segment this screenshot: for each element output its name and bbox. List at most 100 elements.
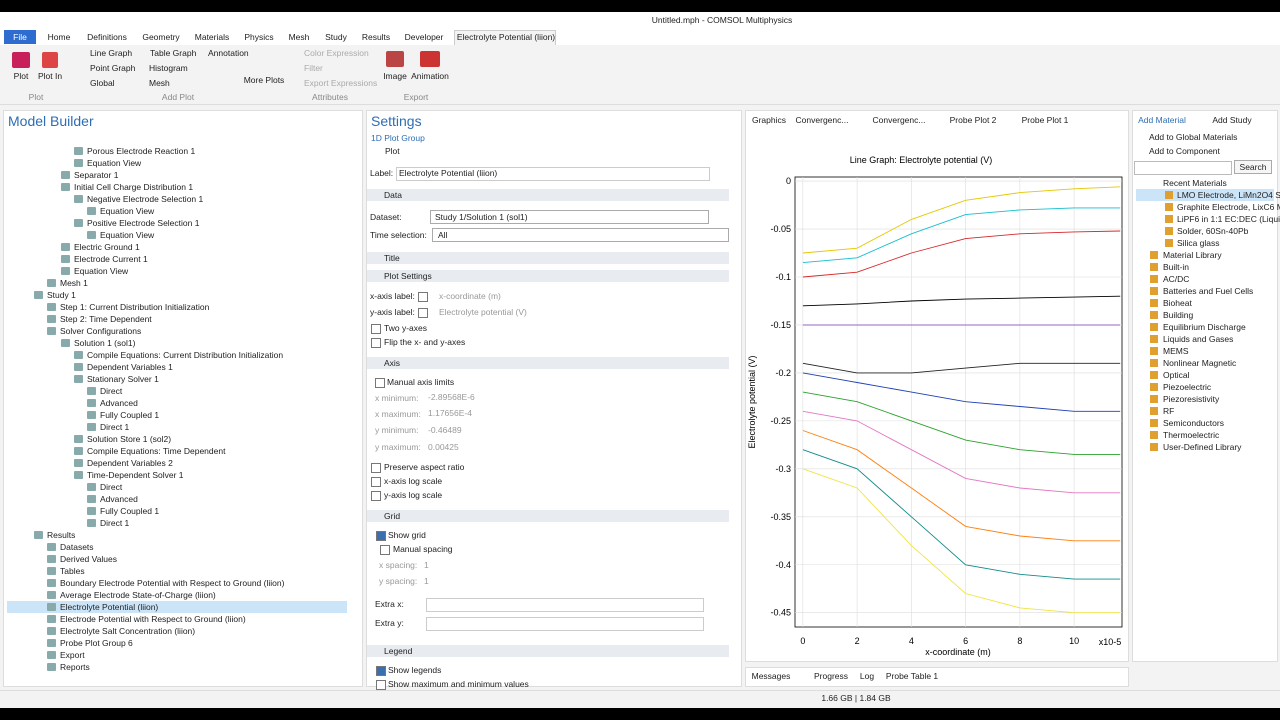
tree-item[interactable]: LiPF6 in 1:1 EC:DEC (Liquid xyxy=(1177,214,1280,224)
tree-item[interactable]: Equation View xyxy=(87,158,142,168)
tree-item[interactable]: Mesh 1 xyxy=(60,278,88,288)
search-label[interactable]: Search xyxy=(1239,162,1267,172)
tree-item[interactable]: Direct 1 xyxy=(100,422,130,432)
tree-item[interactable]: Building xyxy=(1163,310,1194,320)
menu-tab[interactable]: Materials xyxy=(194,32,230,42)
tree-item[interactable]: Direct 1 xyxy=(100,518,130,528)
bottom-tab[interactable]: Progress xyxy=(813,671,849,681)
tree-item[interactable]: Silica glass xyxy=(1177,238,1220,248)
selected-row[interactable] xyxy=(7,601,347,613)
tree-item[interactable]: MEMS xyxy=(1163,346,1189,356)
tree-item[interactable]: Solution 1 (sol1) xyxy=(74,338,136,348)
tree-item[interactable]: Electrolyte Salt Concentration (liion) xyxy=(60,626,196,636)
tree-item[interactable]: Reports xyxy=(60,662,90,672)
section-header[interactable]: Grid xyxy=(384,511,401,521)
section-header[interactable]: Legend xyxy=(384,646,413,656)
tree-item[interactable]: Equation View xyxy=(100,206,155,216)
ribbon-button[interactable]: More Plots xyxy=(243,75,285,85)
tree-item[interactable]: Compile Equations: Current Distribution … xyxy=(87,350,284,360)
tree-item[interactable]: RF xyxy=(1163,406,1175,416)
tree-item[interactable]: Material Library xyxy=(1163,250,1222,260)
tree-item[interactable]: Tables xyxy=(60,566,85,576)
menu-tab[interactable]: Physics xyxy=(244,32,274,42)
tree-item[interactable]: Initial Cell Charge Distribution 1 xyxy=(74,182,194,192)
graphics-tab[interactable]: Probe Plot 1 xyxy=(1021,115,1069,125)
tree-item[interactable]: Probe Plot Group 6 xyxy=(60,638,133,648)
tree-item[interactable]: Average Electrode State-of-Charge (liion… xyxy=(60,590,216,600)
section-header[interactable]: Plot Settings xyxy=(384,271,432,281)
tree-item[interactable]: Stationary Solver 1 xyxy=(87,374,159,384)
tree-item[interactable]: Direct xyxy=(100,386,123,396)
search-button[interactable] xyxy=(1234,160,1272,174)
tree-item[interactable]: Derived Values xyxy=(60,554,118,564)
tree-item[interactable]: Built-in xyxy=(1163,262,1189,272)
menu-tab[interactable]: Home xyxy=(47,32,71,42)
tree-item[interactable]: Piezoelectric xyxy=(1163,382,1212,392)
tree-item[interactable]: Dependent Variables 1 xyxy=(87,362,173,372)
tree-item[interactable]: Graphite Electrode, LixC6 M xyxy=(1177,202,1280,212)
tree-item[interactable]: Piezoresistivity xyxy=(1163,394,1220,404)
ribbon-button[interactable]: Plot xyxy=(13,71,29,81)
tree-item[interactable]: LMO Electrode, LiMn2O4 Sp xyxy=(1177,190,1280,200)
ribbon-button[interactable]: Global xyxy=(90,78,115,88)
tree-item[interactable]: Optical xyxy=(1163,370,1190,380)
file-menu[interactable]: File xyxy=(13,32,27,42)
plot-button[interactable]: Plot xyxy=(385,146,400,156)
tree-item[interactable]: Compile Equations: Time Dependent xyxy=(87,446,226,456)
tree-item[interactable]: Time-Dependent Solver 1 xyxy=(87,470,184,480)
action[interactable]: Add to Component xyxy=(1149,146,1220,156)
menu-tab[interactable]: Developer xyxy=(404,32,444,42)
panel-tab[interactable]: Add Material xyxy=(1138,115,1186,125)
tree-item[interactable]: Equation View xyxy=(100,230,155,240)
tree-item[interactable]: Nonlinear Magnetic xyxy=(1163,358,1237,368)
tree-item[interactable]: AC/DC xyxy=(1163,274,1190,284)
ribbon-button[interactable]: Point Graph xyxy=(90,63,136,73)
bottom-tab[interactable]: Probe Table 1 xyxy=(885,671,939,681)
menu-tab[interactable]: Results xyxy=(361,32,391,42)
tree-item[interactable]: Batteries and Fuel Cells xyxy=(1163,286,1254,296)
tree-item[interactable]: User-Defined Library xyxy=(1163,442,1242,452)
tree-item[interactable]: Bioheat xyxy=(1163,298,1192,308)
ribbon-button[interactable]: Animation xyxy=(411,71,449,81)
bottom-tab[interactable]: Log xyxy=(859,671,875,681)
action[interactable]: Add to Global Materials xyxy=(1149,132,1238,142)
ribbon-button[interactable]: Annotation xyxy=(208,48,249,58)
tree-item[interactable]: Porous Electrode Reaction 1 xyxy=(87,146,196,156)
graphics-tab[interactable]: Probe Plot 2 xyxy=(949,115,997,125)
tree-item[interactable]: Datasets xyxy=(60,542,94,552)
graphics-tab[interactable]: Convergenc... xyxy=(795,115,849,125)
panel-tab[interactable]: Add Study xyxy=(1212,115,1252,125)
tree-item[interactable]: Study 1 xyxy=(47,290,76,300)
tree-item[interactable]: Separator 1 xyxy=(74,170,119,180)
tree-item[interactable]: Solder, 60Sn-40Pb xyxy=(1177,226,1249,236)
tree-item[interactable]: Thermoelectric xyxy=(1163,430,1220,440)
active-tab[interactable] xyxy=(454,30,556,45)
ribbon-button[interactable]: Plot In xyxy=(37,71,63,81)
section-header[interactable]: Axis xyxy=(384,358,401,368)
bottom-tab[interactable]: Messages xyxy=(751,671,791,681)
tree-item[interactable]: Electrode Current 1 xyxy=(74,254,148,264)
menu-tab[interactable]: Geometry xyxy=(142,32,180,42)
search-field[interactable] xyxy=(1134,161,1232,175)
ribbon-button[interactable]: Line Graph xyxy=(90,48,133,58)
tree-item[interactable]: Semiconductors xyxy=(1163,418,1224,428)
tree-item[interactable]: Recent Materials xyxy=(1163,178,1227,188)
tree-item[interactable]: Electrode Potential with Respect to Grou… xyxy=(60,614,246,624)
ribbon-button[interactable]: Image xyxy=(383,71,407,81)
ribbon-button[interactable]: Export Expressions xyxy=(304,78,378,88)
tree-item[interactable]: Step 1: Current Distribution Initializat… xyxy=(60,302,210,312)
tree-item[interactable]: Step 2: Time Dependent xyxy=(60,314,152,324)
tree-item[interactable]: Equilibrium Discharge xyxy=(1163,322,1246,332)
tree-item[interactable]: Direct xyxy=(100,482,123,492)
tree-item[interactable]: Export xyxy=(60,650,85,660)
tree-item[interactable]: Equation View xyxy=(74,266,129,276)
file-button[interactable] xyxy=(4,30,36,44)
tree-item[interactable]: Negative Electrode Selection 1 xyxy=(87,194,204,204)
tree-item[interactable]: Electrolyte Potential (liion) xyxy=(60,602,159,612)
tree-item[interactable]: Fully Coupled 1 xyxy=(100,506,160,516)
ribbon-button[interactable]: Filter xyxy=(304,63,323,73)
tree-item[interactable]: Advanced xyxy=(100,398,138,408)
tree-item[interactable]: Results xyxy=(47,530,76,540)
ribbon-button[interactable]: Color Expression xyxy=(304,48,369,58)
graphics-tab[interactable]: Graphics xyxy=(751,115,787,125)
